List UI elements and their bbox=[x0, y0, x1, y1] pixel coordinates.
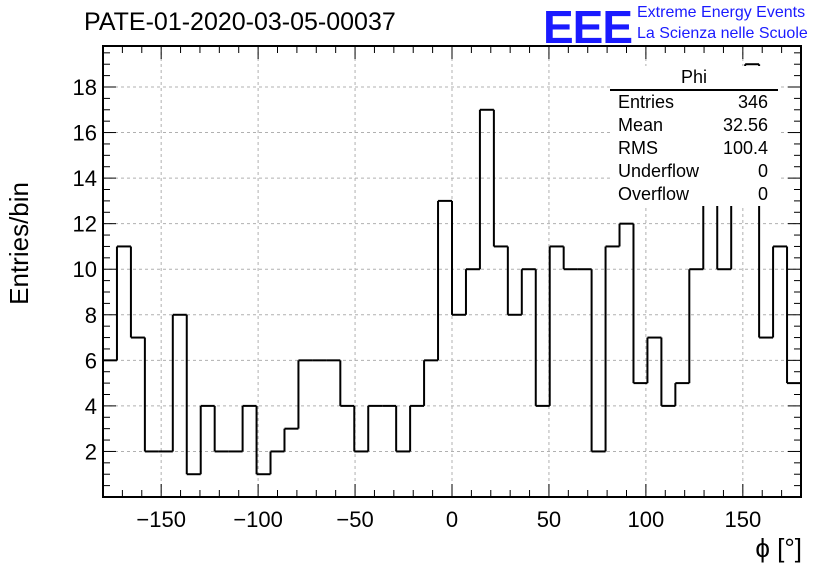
x-tick-label: 100 bbox=[628, 507, 665, 532]
stats-label: RMS bbox=[618, 138, 658, 158]
y-tick-label: 16 bbox=[73, 121, 97, 146]
x-axis-label: ϕ [°] bbox=[755, 533, 802, 563]
logo-subtitle-line1: Extreme Energy Events bbox=[637, 4, 806, 21]
stats-row-entries: Entries 346 bbox=[610, 91, 778, 114]
y-tick-label: 4 bbox=[85, 394, 97, 419]
stats-label: Entries bbox=[618, 92, 675, 112]
stats-value: 0 bbox=[757, 184, 768, 204]
stats-row-underflow: Underflow 0 bbox=[610, 160, 778, 183]
y-tick-label: 14 bbox=[73, 166, 97, 191]
y-tick-label: 8 bbox=[85, 303, 97, 328]
x-tick-label: −100 bbox=[233, 507, 283, 532]
stats-label: Underflow bbox=[618, 161, 700, 181]
y-tick-label: 12 bbox=[73, 212, 97, 237]
stats-row-mean: Mean 32.56 bbox=[610, 114, 778, 137]
stats-label: Overflow bbox=[618, 184, 690, 204]
x-tick-label: 0 bbox=[446, 507, 458, 532]
stats-box: Phi Entries 346 Mean 32.56 RMS 100.4 Underf… bbox=[610, 66, 778, 206]
x-tick-label: 150 bbox=[724, 507, 761, 532]
y-tick-label: 6 bbox=[85, 348, 97, 373]
y-tick-label: 2 bbox=[85, 439, 97, 464]
y-tick-label: 18 bbox=[73, 75, 97, 100]
x-tick-label: −150 bbox=[136, 507, 186, 532]
stats-value: 100.4 bbox=[722, 138, 768, 158]
y-axis-label: Entries/bin bbox=[4, 182, 34, 305]
y-tick-label: 10 bbox=[73, 257, 97, 282]
logo-subtitle-line2: La Scienza nelle Scuole bbox=[637, 25, 808, 42]
stats-value: 346 bbox=[737, 92, 768, 112]
stats-box-title: Phi bbox=[610, 66, 778, 91]
stats-row-rms: RMS 100.4 bbox=[610, 137, 778, 160]
chart-title: PATE-01-2020-03-05-00037 bbox=[84, 8, 396, 36]
stats-value: 32.56 bbox=[722, 115, 768, 135]
stats-label: Mean bbox=[618, 115, 664, 135]
stats-row-overflow: Overflow 0 bbox=[610, 183, 778, 206]
stats-value: 0 bbox=[757, 161, 768, 181]
eee-logo: EEE bbox=[543, 1, 633, 53]
x-tick-label: 50 bbox=[537, 507, 561, 532]
x-tick-label: −50 bbox=[336, 507, 373, 532]
